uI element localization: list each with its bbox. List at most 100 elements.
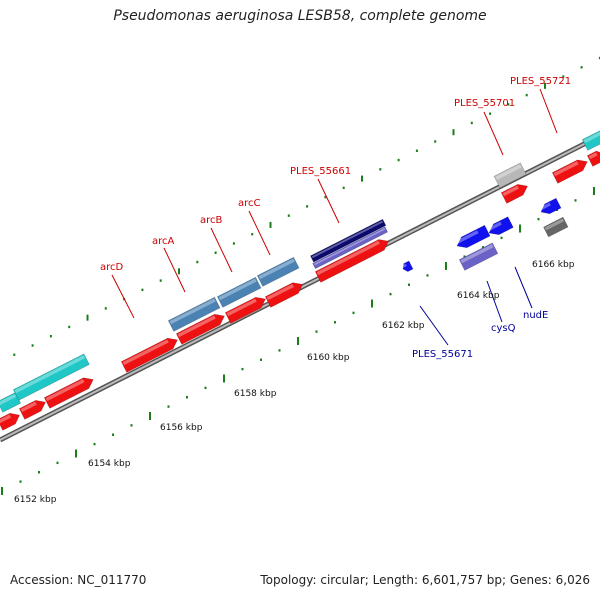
leader-arcd [111, 274, 135, 319]
kbp-label-6154: 6154 kbp [88, 459, 131, 469]
gene-cyan-2-highlight [14, 355, 86, 394]
cds-fwd-ples-55661-body [314, 239, 390, 283]
upper-tick-track [13, 56, 600, 356]
cds-rev-2-body [488, 216, 514, 236]
gene-purple-ples-55661-body [312, 226, 389, 270]
gene-steelblue-arca [167, 296, 221, 332]
cds-fwd-3-body [43, 377, 94, 409]
accession-text: Accession: NC_011770 [10, 573, 147, 587]
map-title: Pseudomonas aeruginosa LESB58, complete … [113, 8, 487, 24]
leader-ples-55721 [539, 88, 558, 134]
cds-fwd-ples-55721 [551, 159, 588, 184]
gene-label-ples-55661: PLES_55661 [290, 166, 351, 177]
gene-steelblue-arcc-body [256, 256, 300, 287]
gene-purple-cysq-body [458, 242, 499, 271]
leader-arcc [248, 210, 271, 256]
gene-cyan-1 [0, 392, 22, 413]
gene-label-arcc: arcC [238, 198, 261, 209]
leader-arcb [210, 227, 233, 273]
gene-darkgrey-nude-highlight [544, 218, 565, 231]
gene-label-arca: arcA [152, 236, 175, 247]
cds-rev-2-highlight [487, 221, 502, 232]
cds-fwd-arcc [264, 282, 304, 308]
cds-rev-ples-55671-body [402, 260, 414, 272]
cds-fwd-ples-55701-body [500, 184, 528, 204]
cds-fwd-ples-55701 [500, 184, 528, 204]
cds-fwd-1 [0, 412, 20, 431]
cds-fwd-3 [43, 377, 94, 409]
gene-grey-ples-55701-highlight [495, 164, 522, 180]
kbp-labels: 6152 kbp 6154 kbp 6156 kbp 6158 kbp 6160… [14, 260, 575, 505]
gene-grey-ples-55701 [493, 162, 527, 189]
gene-steelblue-arcb-highlight [218, 278, 257, 301]
gene-steelblue-arcb-body [216, 276, 262, 308]
cds-fwd-arca-highlight [177, 315, 216, 338]
cds-rev-2 [487, 216, 514, 236]
leader-arca [163, 247, 186, 293]
gene-steelblue-arca-highlight [169, 298, 216, 325]
gene-darkgrey-nude [543, 216, 569, 238]
cds-fwd-1-body [0, 412, 20, 431]
gene-cyan-2-body [12, 353, 90, 401]
cds-fwd-arcc-highlight [266, 284, 294, 301]
kbp-label-6152: 6152 kbp [14, 495, 57, 505]
cds-fwd-edge-highlight [588, 152, 598, 160]
gene-label-arcd: arcD [100, 262, 124, 273]
reverse-gene-labels: PLES_55671 cysQ nudE [412, 310, 548, 360]
leader-ples-55661 [317, 178, 340, 224]
cds-fwd-arcb [224, 296, 266, 324]
cds-fwd-2-body [18, 400, 46, 420]
cds-rev-1 [455, 224, 491, 249]
label-leader-lines [111, 88, 558, 346]
cds-fwd-ples-55701-highlight [502, 185, 519, 197]
cds-fwd-arcd [120, 337, 178, 373]
cds-fwd-2 [18, 400, 46, 420]
kbp-label-6166: 6166 kbp [532, 260, 575, 270]
kbp-label-6158: 6158 kbp [234, 389, 277, 399]
gene-label-cysq: cysQ [491, 323, 516, 334]
cds-fwd-ples-55661-highlight [316, 240, 380, 276]
gene-label-nude: nudE [523, 310, 548, 321]
cds-fwd-edge-body [586, 150, 600, 167]
kbp-tick-track [1, 187, 595, 495]
leader-ples-55701 [483, 111, 504, 156]
feature-track [0, 129, 600, 431]
gene-steelblue-arcc [256, 256, 300, 287]
cds-fwd-arcb-body [224, 296, 266, 324]
gene-cyan-edge-body [581, 129, 600, 151]
kbp-label-6164: 6164 kbp [457, 291, 500, 301]
cds-rev-1-highlight [455, 230, 479, 245]
gene-cyan-1-body [0, 392, 22, 413]
cds-fwd-ples-55721-body [551, 159, 588, 184]
cds-fwd-edge [586, 150, 600, 167]
cds-fwd-2-highlight [20, 401, 37, 413]
cds-fwd-arcc-body [264, 282, 304, 308]
gene-purple-cysq-highlight [460, 244, 494, 264]
gene-navy-ples-55661-highlight [311, 220, 384, 259]
gene-purple-cysq [458, 242, 499, 271]
cds-rev-3 [539, 197, 562, 215]
gene-label-ples-55671: PLES_55671 [412, 349, 473, 360]
gene-label-ples-55701: PLES_55701 [454, 98, 515, 109]
leader-nude [514, 266, 533, 309]
gene-cyan-edge [581, 129, 600, 151]
kbp-label-6160: 6160 kbp [307, 353, 350, 363]
kbp-label-6162: 6162 kbp [382, 321, 425, 331]
gene-label-ples-55721: PLES_55721 [510, 76, 571, 87]
cds-fwd-arcb-highlight [226, 298, 257, 317]
genome-summary-text: Topology: circular; Length: 6,601,757 bp… [260, 573, 590, 587]
cds-rev-ples-55671 [402, 260, 414, 272]
leader-cysq [486, 280, 503, 323]
cds-rev-3-body [540, 197, 562, 215]
cds-rev-ples-55671-highlight [402, 263, 407, 268]
forward-gene-labels: arcD arcA arcB arcC PLES_55661 PLES_5570… [100, 76, 571, 273]
gene-grey-ples-55701-body [493, 162, 527, 189]
gene-label-arcb: arcB [200, 215, 223, 226]
gene-steelblue-arca-body [167, 296, 221, 332]
kbp-label-6156: 6156 kbp [160, 423, 203, 433]
gene-navy-ples-55661 [310, 218, 387, 263]
cds-fwd-ples-55721-highlight [553, 161, 579, 177]
gene-darkgrey-nude-body [543, 216, 569, 238]
gene-cyan-1-highlight [0, 393, 17, 406]
